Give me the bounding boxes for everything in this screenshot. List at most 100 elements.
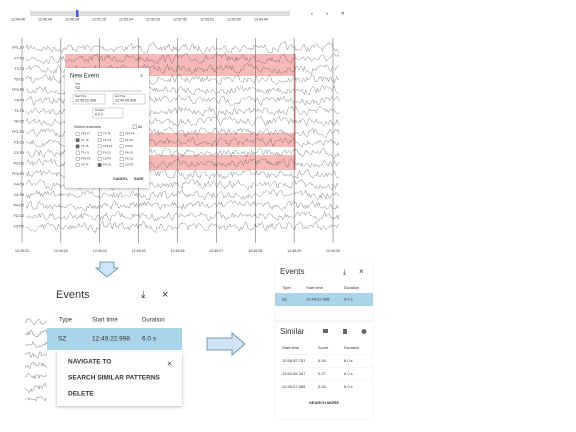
timeline-label: 12:59:51 — [200, 17, 214, 21]
channel-option: F8-T4 — [81, 163, 89, 167]
time-label: 12:49:23 — [54, 249, 68, 253]
end-field[interactable] — [112, 93, 146, 105]
eeg-trace — [25, 189, 340, 201]
type-select[interactable]: SZ — [75, 85, 81, 90]
selected-row[interactable] — [275, 293, 373, 306]
channel-checkbox[interactable] — [97, 150, 102, 155]
cell[interactable]: 13:50:58.347 — [282, 371, 306, 376]
close-icon[interactable]: × — [359, 267, 364, 276]
close-icon[interactable]: × — [341, 12, 345, 18]
download-icon[interactable]: ⤓ — [141, 290, 146, 301]
channel-checkbox[interactable] — [119, 157, 124, 161]
time-label: 12:49:24 — [93, 249, 107, 253]
timeline-label: 12:53:24 — [119, 17, 133, 21]
channel-checkbox[interactable] — [119, 132, 124, 136]
channel-checkbox[interactable] — [75, 144, 80, 149]
duration: 6.0 s — [95, 112, 103, 116]
timeline-label: 12:51:15 — [92, 17, 106, 21]
channel-option: T6-O2 — [103, 138, 111, 142]
flow-arrow — [206, 332, 246, 356]
panel-title: Events — [56, 289, 90, 301]
eeg-trace — [25, 200, 340, 212]
new-event-dialog: New Event × Type SZ Start Time 12:49:22.… — [65, 68, 149, 188]
menu-item[interactable]: NAVIGATE TO — [68, 359, 111, 366]
channel-checkbox[interactable] — [75, 163, 80, 167]
channel-option: C3-P3 — [103, 157, 111, 161]
channel-checkbox[interactable] — [119, 150, 124, 155]
channel-checkbox[interactable] — [75, 157, 80, 161]
timeline-label: 13:04:09 — [254, 17, 268, 21]
time-label: 12:49:22 — [15, 249, 29, 253]
channel-option: T4-T6 — [103, 132, 111, 136]
eeg-trace — [25, 41, 340, 54]
cell[interactable]: 12:45:07.685 — [282, 384, 306, 389]
timeline-marker[interactable] — [76, 10, 79, 17]
time-label: 12:49:28 — [248, 249, 262, 253]
close-icon[interactable]: × — [162, 289, 168, 301]
channel-checkbox[interactable] — [75, 150, 80, 155]
view-icon[interactable] — [323, 329, 328, 333]
channel-label: FP2-F4 — [12, 172, 24, 176]
channel-label: T4-T6 — [14, 109, 24, 113]
duration-field[interactable] — [92, 107, 124, 119]
cell: 6.0 s — [142, 336, 157, 343]
channel-label: P3-O1 — [14, 161, 24, 165]
cell: SZ — [282, 297, 288, 302]
panel-title: Similar — [280, 327, 305, 336]
cell: 12:49:22.998 — [92, 336, 130, 343]
cell: 6.0 s — [344, 371, 353, 376]
col-header: Type — [59, 318, 73, 324]
download-icon[interactable]: ⤓ — [343, 269, 346, 276]
channel-checkbox[interactable] — [97, 163, 102, 167]
channel-option: C4-P4 — [125, 144, 133, 148]
field-label: Duration — [95, 109, 105, 112]
selected-row[interactable] — [47, 328, 182, 350]
channel-label: C3-P3 — [14, 151, 24, 155]
channel-checkbox[interactable] — [119, 144, 124, 149]
channel-option: P3-O1 — [103, 163, 112, 167]
all-checkbox[interactable] — [132, 124, 137, 129]
channel-label: FP1-F3 — [12, 130, 24, 134]
channel-checkbox[interactable] — [97, 132, 102, 136]
channel-checkbox[interactable] — [75, 132, 80, 136]
menu-close[interactable]: × — [167, 358, 172, 368]
time-label: 12:49:30 — [326, 249, 340, 253]
flow-arrow — [94, 261, 120, 278]
channel-checkbox[interactable] — [97, 144, 102, 149]
search-more[interactable]: SEARCH MORE — [309, 400, 339, 405]
next-icon[interactable]: › — [326, 12, 328, 18]
channel-option: FP2-F8 — [81, 157, 91, 161]
menu-item[interactable]: DELETE — [68, 391, 94, 398]
cell: SZ — [58, 336, 66, 343]
timeline-bar[interactable] — [30, 11, 290, 16]
channel-label: T5-O1 — [14, 77, 24, 81]
delete-icon[interactable] — [343, 329, 347, 334]
eeg-trace — [25, 210, 340, 222]
start-field[interactable] — [72, 93, 106, 105]
channel-checkbox[interactable] — [75, 138, 80, 142]
dialog-close[interactable]: × — [140, 73, 143, 79]
channel-option: P4-O2 — [125, 150, 134, 154]
prev-icon[interactable]: ‹ — [311, 12, 313, 18]
settings-icon[interactable] — [361, 329, 367, 334]
eeg-trace — [25, 220, 340, 233]
cell[interactable]: 12:56:52.757 — [282, 358, 306, 363]
channel-option: F4-C4 — [125, 138, 133, 142]
timeline-label: 12:57:42 — [173, 17, 187, 21]
eeg-trace — [24, 329, 48, 338]
channel-checkbox[interactable] — [119, 163, 124, 167]
channel-checkbox[interactable] — [97, 157, 102, 161]
menu-item[interactable]: SEARCH SIMILAR PATTERNS — [68, 375, 161, 382]
cancel-button[interactable]: CANCEL — [113, 177, 129, 181]
time-label: 12:49:27 — [209, 249, 223, 253]
channel-checkbox[interactable] — [119, 138, 124, 142]
channel-option: FZ-CZ — [125, 157, 133, 161]
field-label: End Time — [115, 95, 126, 98]
save-button[interactable]: SAVE — [134, 177, 144, 181]
eeg-trace — [24, 341, 48, 348]
col-header: Start time — [92, 318, 118, 324]
start-time: 12:49:22.998 — [75, 98, 96, 102]
col-header: Duration — [344, 285, 359, 290]
result-panel: Events ⤓ × Type Start time Duration SZ 1… — [274, 263, 374, 420]
channel-checkbox[interactable] — [97, 138, 102, 142]
